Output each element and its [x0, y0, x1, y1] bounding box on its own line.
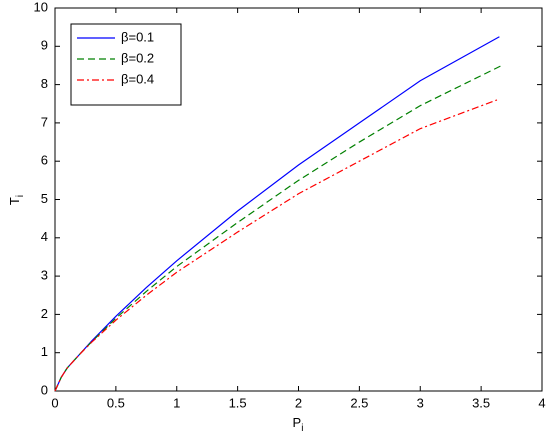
- x-tick-label: 0.5: [107, 395, 125, 410]
- legend-label: β=0.1: [121, 29, 154, 44]
- x-axis-label-sub: i: [301, 423, 303, 434]
- y-axis-label-main: T: [7, 197, 22, 205]
- x-axis-label-main: P: [293, 415, 302, 430]
- series-line: [54, 64, 503, 392]
- y-axis-label-sub: i: [15, 195, 26, 197]
- y-tick-label: 4: [41, 229, 48, 244]
- x-tick-label: 2: [295, 395, 302, 410]
- x-axis-label: Pi: [293, 415, 304, 433]
- x-tick-label: 0: [51, 395, 58, 410]
- y-tick-label: 0: [41, 382, 48, 397]
- y-tick-label: 8: [41, 76, 48, 91]
- y-tick-label: 9: [41, 38, 48, 53]
- series-line: [54, 99, 498, 392]
- x-tick-label: 4: [538, 395, 545, 410]
- y-tick-label: 3: [41, 268, 48, 283]
- y-tick-label: 10: [34, 0, 48, 14]
- x-tick-label: 3: [417, 395, 424, 410]
- y-tick-label: 2: [41, 306, 48, 321]
- x-tick-label: 1.5: [229, 395, 247, 410]
- legend-label: β=0.2: [121, 50, 154, 65]
- y-axis-label: Ti: [7, 195, 25, 205]
- x-tick-label: 2.5: [350, 395, 368, 410]
- y-tick-label: 6: [41, 153, 48, 168]
- y-tick-label: 7: [41, 114, 48, 129]
- y-tick-label: 1: [41, 344, 48, 359]
- x-tick-label: 1: [173, 395, 180, 410]
- x-tick-label: 3.5: [472, 395, 490, 410]
- y-tick-label: 5: [41, 191, 48, 206]
- legend-label: β=0.4: [121, 71, 154, 86]
